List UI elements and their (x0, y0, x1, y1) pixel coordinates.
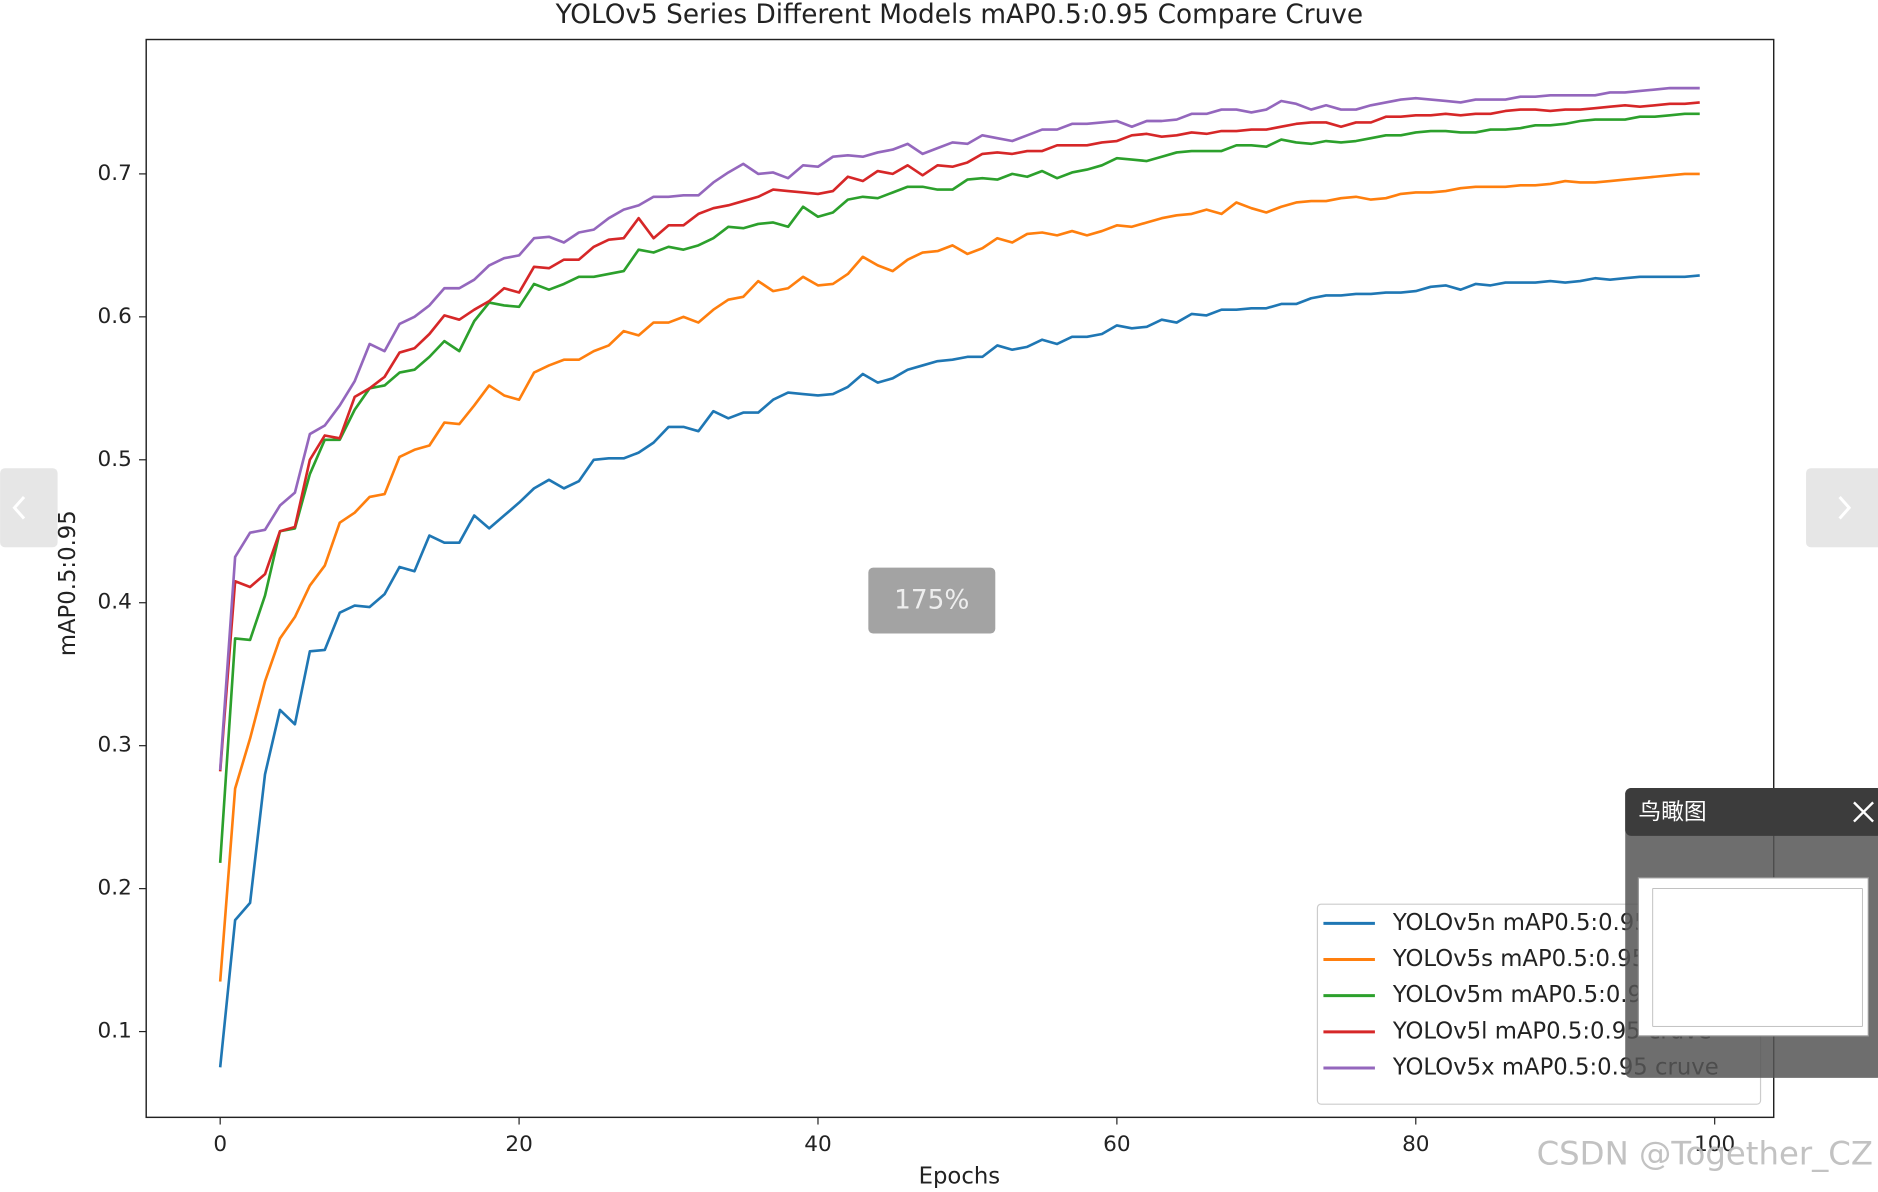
chart-title: YOLOv5 Series Different Models mAP0.5:0.… (555, 0, 1363, 30)
overview-close[interactable] (1853, 801, 1874, 823)
series-line (218, 101, 1700, 772)
x-tick-label: 20 (505, 1132, 532, 1157)
y-tick-label: 0.2 (98, 876, 132, 901)
prev-button[interactable] (0, 468, 58, 548)
y-axis-label: mAP0.5:0.95 (55, 510, 81, 656)
watermark: CSDN @Together_CZ (1537, 1135, 1873, 1173)
y-tick-label: 0.6 (98, 304, 132, 329)
plot-frame (145, 38, 1775, 1119)
x-tick-label: 60 (1103, 1132, 1130, 1157)
next-icon (1838, 496, 1852, 520)
y-tick-label: 0.4 (98, 590, 132, 615)
prev-icon (12, 496, 26, 520)
overview-header (1625, 788, 1878, 836)
x-tick-label: 40 (804, 1132, 831, 1157)
overview-viewport (1637, 877, 1869, 1037)
series-line (218, 86, 1700, 771)
next-button-bg[interactable] (1806, 468, 1878, 548)
x-axis-label: Epochs (919, 1164, 1001, 1188)
y-tick-label: 0.5 (98, 447, 132, 472)
thumbnail-frame (1652, 888, 1863, 1027)
y-tick-label: 0.7 (98, 161, 132, 186)
x-tick-label: 0 (213, 1132, 227, 1157)
x-tick-label: 80 (1402, 1132, 1429, 1157)
plot-area: 0 20 40 60 80 100 0.1 0.2 0.3 0.4 0.5 0.6 0.7 (98, 38, 1775, 1157)
overview-panel: 鸟瞰图 (1625, 788, 1878, 1078)
series-line (218, 172, 1700, 982)
zoom-level: 175% (894, 586, 969, 616)
series-line (218, 274, 1700, 1068)
x-tick-label: 100 (1694, 1132, 1735, 1157)
overview-title: 鸟瞰图 (1638, 800, 1706, 826)
series-line (218, 112, 1700, 863)
next-button[interactable] (1806, 468, 1878, 548)
y-tick-label: 0.1 (98, 1019, 132, 1044)
overview-thumbnail[interactable] (1638, 877, 1869, 1036)
y-tick-label: 0.3 (98, 733, 132, 758)
prev-button-bg[interactable] (0, 468, 58, 548)
zoom-badge (868, 567, 996, 634)
